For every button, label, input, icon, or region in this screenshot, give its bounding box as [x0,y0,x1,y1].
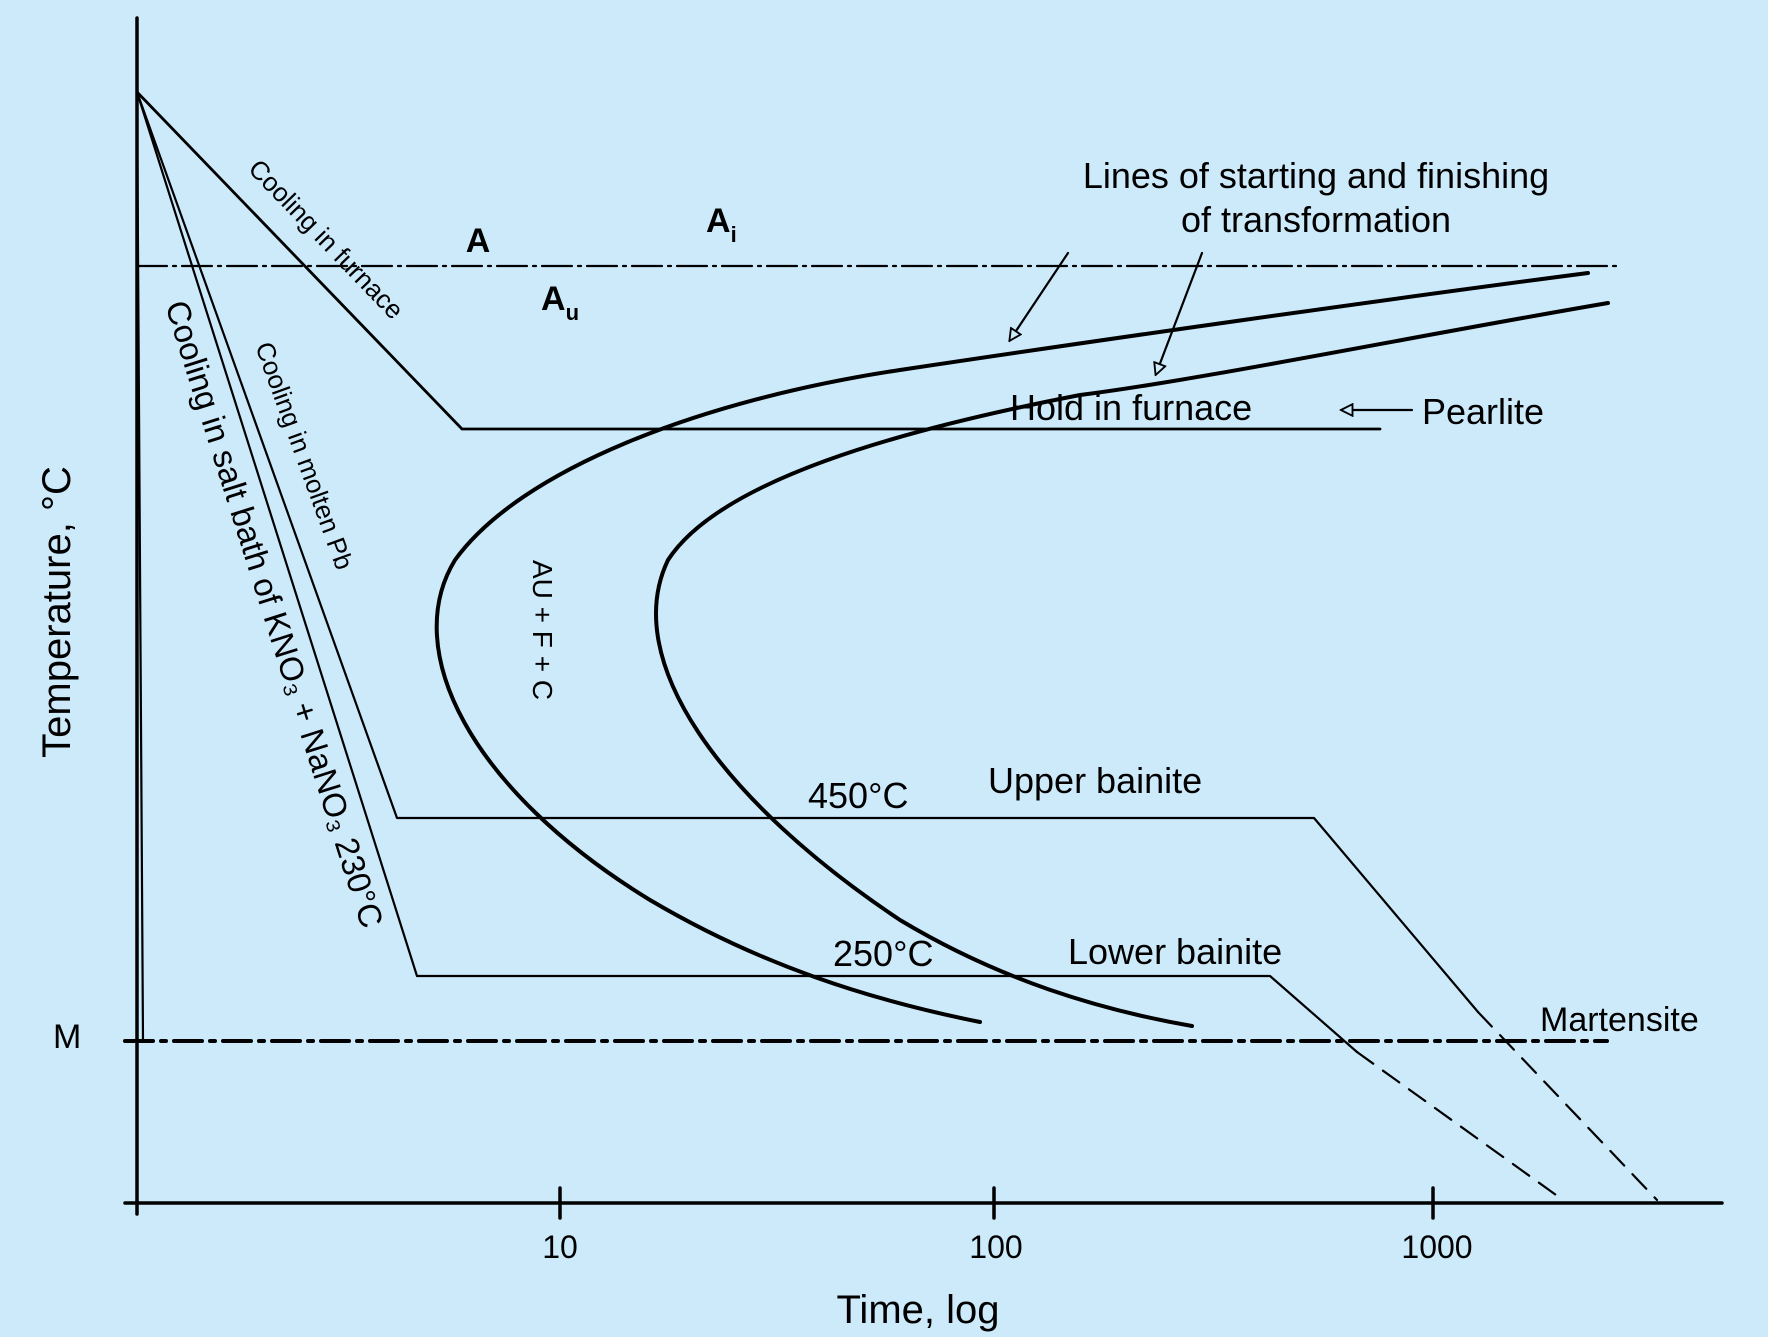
x-tick-label-100: 100 [969,1229,1022,1265]
upper-bainite-label: Upper bainite [988,760,1202,801]
transformation-lines-label-2: of transformation [1181,199,1451,240]
lower-bainite-label: Lower bainite [1068,931,1282,972]
molten-pb-dashed-extension [1476,1010,1659,1202]
mixture-label: AU + F + C [527,560,558,700]
temp-250-label: 250°C [833,933,933,974]
arrow-to-start-line [1010,251,1070,340]
x-tick-label-10: 10 [542,1229,578,1265]
pearlite-label: Pearlite [1422,391,1544,432]
y-axis-label: Temperature, °C [35,466,79,758]
salt-bath-path [135,90,1359,1054]
transformation-start-curve [434,271,1590,1024]
region-ai: Ai [706,202,737,247]
furnace-path [135,90,1382,431]
salt-bath-dashed-extension [1355,1050,1565,1202]
transformation-lines-label-1: Lines of starting and finishing [1083,155,1549,196]
molten-pb-path [135,90,1480,1014]
hold-in-furnace-label: Hold in furnace [1010,387,1252,428]
region-au: Au [541,280,579,325]
martensite-label: Martensite [1540,1001,1699,1039]
region-a: A [466,222,491,260]
temp-450-label: 450°C [808,775,908,816]
m-label: M [53,1018,81,1056]
x-axis-label: Time, log [836,1288,999,1332]
quench-path [135,90,145,1043]
arrow-to-finish-line [1156,251,1204,374]
transformation-finish-curve [654,301,1610,1028]
x-tick-label-1000: 1000 [1401,1229,1472,1265]
